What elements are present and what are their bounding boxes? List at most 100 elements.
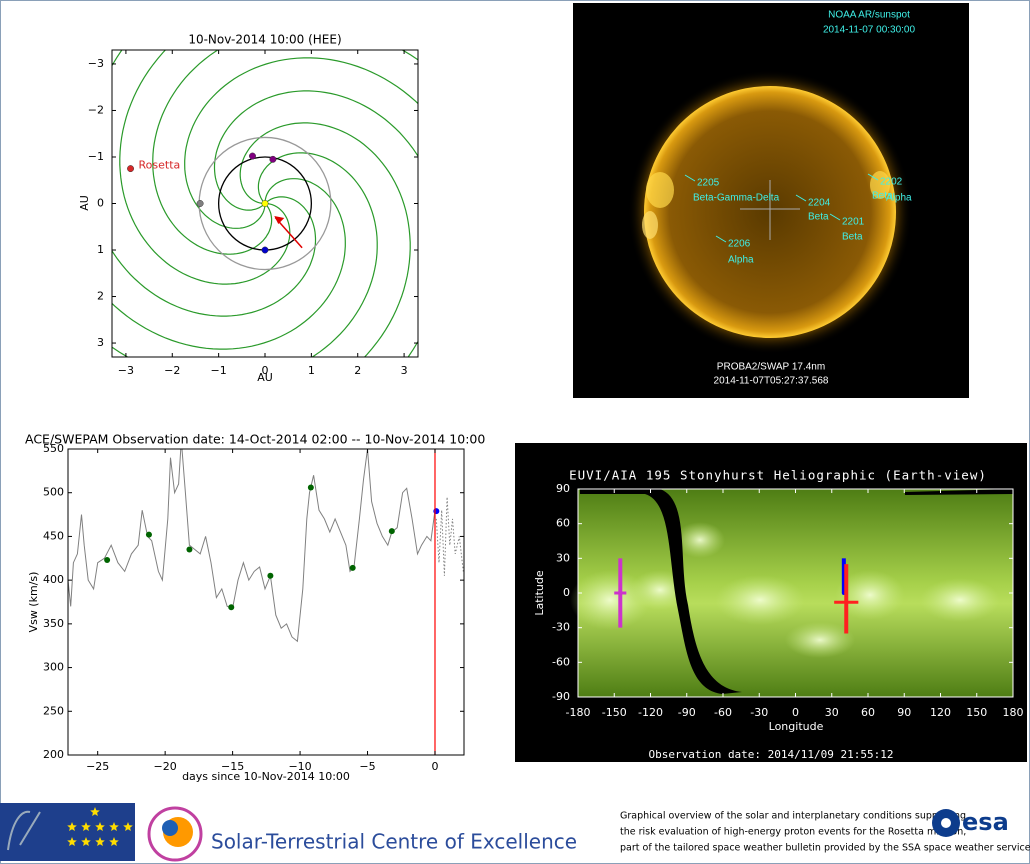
synoptic-map-panel: -180 -150 -120 -90 -60 -30 0 30 60 90 120 150 180 -90… (515, 443, 1027, 762)
y-axis-label: AU (78, 195, 91, 211)
x-tick-label: −15 (221, 760, 244, 773)
y-tick-label: 0 (563, 586, 570, 599)
y-tick-label: −2 (88, 103, 104, 116)
star (81, 822, 91, 831)
y-tick-label: −3 (88, 57, 104, 70)
chart-title: 10-Nov-2014 10:00 (HEE) (188, 33, 341, 47)
stce-logo (162, 820, 178, 836)
description: Graphical overview of the solar and inte… (620, 811, 966, 822)
x-tick-label: 3 (401, 364, 408, 377)
body-marker (127, 165, 134, 173)
bright-region (835, 570, 905, 620)
image-footer: 2014-11-07T05:27:37.568 (714, 376, 829, 387)
marker (388, 528, 395, 535)
description: the risk evaluation of high-energy proto… (620, 827, 966, 838)
chart-title: ACE/SWEPAM Observation date: 14-Oct-2014… (25, 432, 485, 447)
centre-name: Solar-Terrestrial Centre of Excellence (211, 830, 577, 854)
chart-title: EUVI/AIA 195 Stonyhurst Heliographic (Ea… (569, 468, 987, 483)
footer: Solar-Terrestrial Centre of Excellence G… (0, 803, 1030, 862)
x-axis-label: AU (257, 371, 273, 384)
series-line (435, 497, 464, 576)
region-class: Beta (872, 191, 893, 202)
parker-spiral (152, 50, 418, 255)
y-tick-label: 90 (556, 482, 570, 495)
x-tick-label: 0 (792, 706, 799, 719)
body-marker (261, 246, 269, 254)
star (109, 822, 119, 831)
orbit-panel: Rosetta −3 −2 −1 0 1 2 3 −3 −2 −1 0 1 2 3 10-Nov-2014 1… (78, 33, 419, 384)
parker-spiral (184, 57, 418, 229)
x-tick-label: 2 (354, 364, 361, 377)
bright-region (570, 570, 650, 630)
x-tick-label: 1 (308, 364, 315, 377)
x-axis-label: Longitude (769, 720, 824, 733)
region-number: 2205 (697, 178, 720, 189)
marker (104, 557, 111, 564)
y-axis-label: Latitude (533, 570, 546, 616)
x-tick-label: −5 (359, 760, 375, 773)
marker (307, 484, 314, 491)
star (81, 837, 91, 846)
region-pointer (684, 174, 696, 182)
region-pointer (867, 173, 879, 181)
marker-center (844, 600, 849, 605)
y-tick-label: 2 (97, 290, 104, 303)
y-tick-label: -90 (552, 690, 570, 703)
agency: esa (962, 808, 1009, 836)
parker-spiral (213, 90, 418, 357)
y-tick-label: 350 (43, 617, 64, 630)
solar-wind-panel: −25 −20 −15 −10 −5 0 200 250 300 350 400 450 500 550A… (25, 432, 485, 784)
region-pointer (715, 235, 727, 243)
star (90, 807, 100, 816)
region-number: 2204 (808, 198, 831, 209)
star (109, 837, 119, 846)
x-tick-label: -120 (638, 706, 663, 719)
body-marker (196, 200, 204, 207)
marker (186, 546, 193, 553)
bright-region (920, 578, 1000, 622)
data-gap (905, 489, 1013, 495)
x-tick-label: −20 (154, 760, 177, 773)
x-tick-label: 0 (262, 364, 269, 377)
footnote: Observation date: 2014/11/09 21:55:12 (648, 748, 893, 761)
body-marker (261, 200, 269, 207)
parker-spiral (119, 50, 291, 285)
y-tick-label: -60 (552, 655, 570, 668)
logo-box (0, 803, 135, 861)
plot-frame (67, 448, 465, 756)
y-tick-label: 200 (43, 748, 64, 761)
y-tick-label: 400 (43, 573, 64, 586)
region-class: Alpha (728, 255, 754, 266)
star (95, 837, 105, 846)
y-tick-label: 1 (97, 243, 104, 256)
star (67, 837, 77, 846)
y-tick-label: 3 (97, 336, 104, 349)
region-class: Alpha (886, 193, 912, 204)
parker-spiral (112, 50, 317, 317)
x-tick-label: −1 (211, 364, 227, 377)
spirals (112, 50, 418, 357)
x-tick-label: 0 (431, 760, 438, 773)
description: part of the tailored space weather bulle… (620, 843, 1030, 854)
parker-spiral (112, 152, 378, 357)
region-class: Beta-Gamma-Delta (693, 193, 780, 204)
y-tick-label: 450 (43, 529, 64, 542)
y-axis-label: Vsw (km/s) (27, 572, 40, 633)
x-tick-label: 180 (1003, 706, 1024, 719)
region-pointer (795, 194, 807, 202)
x-tick-label: -30 (750, 706, 768, 719)
series-line (68, 449, 436, 643)
image-footer: PROBA2/SWAP 17.4nm (717, 362, 825, 373)
flow-arrow-head (274, 216, 285, 225)
x-tick-label: −25 (86, 760, 109, 773)
body-marker (269, 155, 277, 163)
parker-spiral (239, 122, 411, 357)
marker (349, 564, 356, 571)
region-number: 2202 (880, 177, 903, 188)
x-tick-label: 90 (897, 706, 911, 719)
body-label: Rosetta (139, 159, 181, 172)
x-axis-label: days since 10-Nov-2014 10:00 (182, 770, 350, 783)
y-tick-label: 300 (43, 661, 64, 674)
marker (267, 572, 274, 579)
bright-region (785, 622, 855, 658)
